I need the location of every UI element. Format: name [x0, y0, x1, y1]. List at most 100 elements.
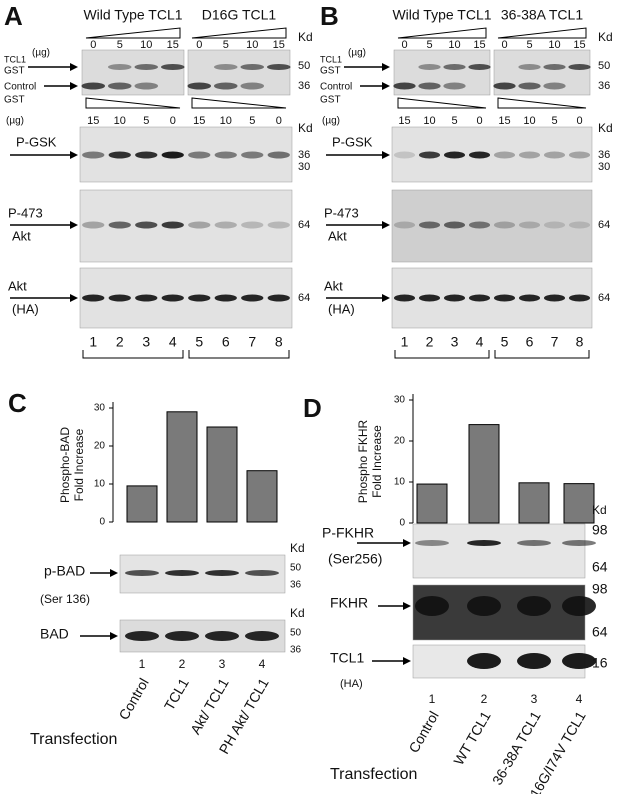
bar	[246, 470, 278, 523]
band	[517, 596, 551, 616]
y-tick-label: 20	[94, 441, 106, 452]
band	[393, 221, 416, 229]
band	[517, 653, 551, 669]
label: TCL1	[320, 54, 342, 64]
lane-number: 3	[142, 334, 150, 350]
lane-number: 7	[248, 334, 256, 350]
label: (Ser 136)	[40, 592, 90, 606]
label: Akt	[324, 278, 343, 293]
wedge	[85, 97, 181, 109]
band	[187, 82, 212, 90]
wedge	[85, 27, 181, 39]
label: Akt	[8, 278, 27, 293]
kd-marker: 64	[598, 292, 610, 304]
band	[418, 221, 441, 229]
kd-label: Kd	[298, 30, 313, 44]
band	[161, 294, 184, 302]
y-axis-label: Phospho-BAD	[58, 427, 72, 503]
lane-number: 5	[501, 334, 509, 350]
band	[518, 64, 541, 70]
label: (HA)	[340, 678, 363, 690]
dose: 5	[526, 39, 532, 51]
blot	[412, 523, 586, 579]
dose: 15	[167, 39, 179, 51]
dose: 5	[451, 115, 457, 127]
y-axis-label: Fold Increase	[72, 428, 86, 501]
category-label: Akt/ TCL1	[187, 675, 232, 737]
band	[393, 151, 416, 159]
band	[125, 570, 159, 576]
band	[161, 221, 184, 229]
band	[135, 151, 158, 159]
label: GST	[4, 95, 25, 106]
dose: 0	[401, 39, 407, 51]
band	[267, 221, 290, 229]
label: FKHR	[330, 595, 368, 611]
kd-marker: 64	[298, 219, 310, 231]
band	[493, 221, 516, 229]
lane-bracket	[82, 350, 184, 359]
band	[245, 631, 279, 641]
arrow-head	[70, 63, 78, 71]
transfection-label: Transfection	[30, 731, 117, 748]
band	[213, 64, 238, 70]
band	[245, 570, 279, 576]
lane-number: 8	[576, 334, 584, 350]
lane-number: 8	[275, 334, 283, 350]
band	[543, 151, 566, 159]
kd-label: Kd	[298, 121, 313, 135]
band	[267, 294, 290, 302]
dose: 5	[551, 115, 557, 127]
label: BAD	[40, 626, 69, 642]
band	[134, 64, 159, 70]
dose: 15	[473, 39, 485, 51]
arrow-head	[403, 539, 411, 547]
label: TCL1	[330, 650, 364, 666]
kd-marker: 16	[592, 655, 608, 671]
band	[543, 64, 566, 70]
blot	[81, 49, 185, 96]
y-axis-label: Phospho FKHR	[356, 419, 370, 503]
band	[81, 82, 106, 90]
band	[568, 64, 591, 70]
band	[468, 294, 491, 302]
lane-number: 3	[531, 692, 538, 706]
label: P-473	[8, 205, 43, 220]
band	[493, 151, 516, 159]
band	[107, 82, 132, 90]
band	[135, 294, 158, 302]
dose: 0	[276, 115, 282, 127]
lane-number: 1	[139, 657, 146, 671]
panel-letter: D	[303, 393, 322, 423]
lane-number: 4	[169, 334, 177, 350]
band	[165, 570, 199, 576]
lane-number: 6	[526, 334, 534, 350]
band	[568, 221, 591, 229]
kd-marker: 50	[290, 628, 302, 639]
bar	[416, 483, 448, 524]
band	[467, 653, 501, 669]
kd-label: Kd	[598, 30, 613, 44]
lane-number: 4	[259, 657, 266, 671]
band	[107, 64, 132, 70]
dose: 15	[273, 39, 285, 51]
kd-marker: 98	[592, 522, 608, 538]
lane-number: 5	[195, 334, 203, 350]
dose: 10	[140, 39, 152, 51]
band	[562, 653, 596, 669]
label: GST	[320, 95, 341, 106]
wedge	[397, 97, 487, 109]
arrow-head	[382, 221, 390, 229]
label: Akt	[12, 228, 31, 243]
dose: 0	[196, 39, 202, 51]
band	[188, 294, 211, 302]
band	[443, 221, 466, 229]
band	[240, 64, 265, 70]
kd-marker: 36	[290, 645, 302, 656]
lane-bracket	[188, 350, 290, 359]
panel-letter: C	[8, 388, 27, 418]
dose: 5	[249, 115, 255, 127]
label: P-GSK	[16, 134, 57, 149]
kd-marker: 98	[592, 581, 608, 597]
